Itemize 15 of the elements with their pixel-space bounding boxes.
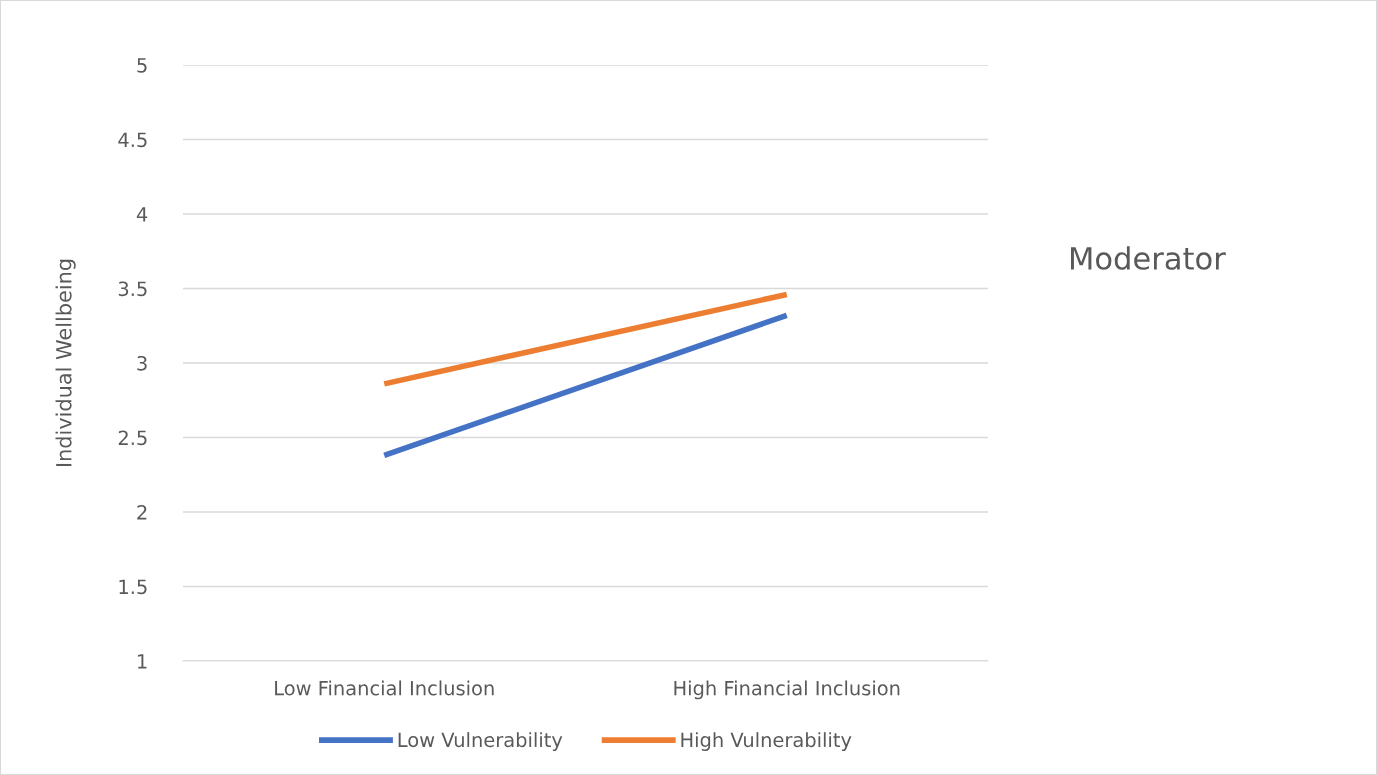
y-tick-label: 1	[138, 654, 147, 669]
legend-label: Low Vulnerability	[398, 732, 563, 751]
y-tick-label: 3.5	[118, 281, 147, 297]
legend-label: High Vulnerability	[681, 732, 852, 751]
text: Moderator	[1071, 246, 1226, 270]
x-tick-label: Low Financial Inclusion	[275, 680, 494, 696]
y-tick-label: 4.5	[118, 132, 147, 148]
y-tick-label: 2.5	[118, 430, 147, 446]
y-tick-label: 1.5	[119, 579, 147, 595]
y-tick-label: 4	[136, 207, 148, 222]
y-tick-label: 2	[137, 504, 147, 520]
x-tick-label: High Financial Inclusion	[674, 680, 900, 700]
y-tick-label: 5	[137, 58, 147, 73]
y-axis-title: Individual Wellbeing	[55, 259, 76, 467]
y-tick-label: 3	[137, 355, 147, 371]
